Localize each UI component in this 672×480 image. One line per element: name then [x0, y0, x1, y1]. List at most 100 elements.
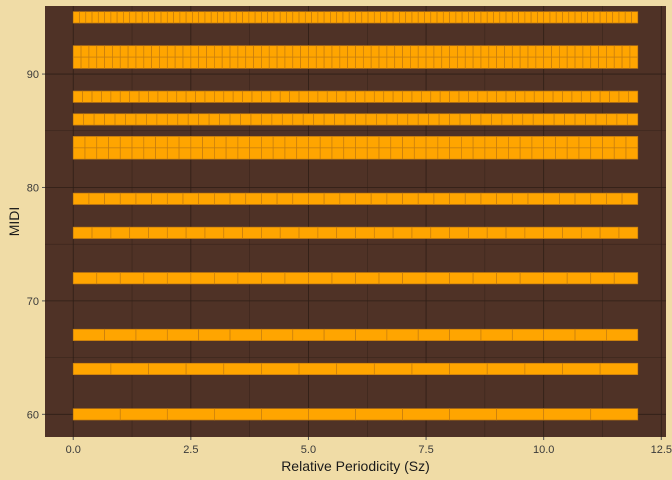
- tile: [392, 90, 403, 103]
- tile: [580, 226, 601, 239]
- tile: [249, 147, 262, 160]
- tile: [499, 11, 507, 24]
- tile: [376, 113, 388, 126]
- tile-row-midi-84: [72, 136, 639, 149]
- tile: [261, 192, 278, 205]
- tile: [261, 147, 274, 160]
- tile: [156, 113, 168, 126]
- tile: [292, 11, 300, 24]
- tile: [104, 56, 113, 69]
- tile-row-midi-60: [72, 408, 639, 421]
- tile: [424, 11, 432, 24]
- tile: [461, 136, 474, 149]
- tile: [292, 328, 325, 341]
- tile: [578, 147, 592, 160]
- tile: [143, 136, 156, 149]
- tile: [104, 113, 116, 126]
- tile: [302, 113, 315, 126]
- tile: [308, 136, 321, 149]
- tile: [110, 90, 121, 103]
- tile: [217, 11, 225, 24]
- tile: [399, 11, 407, 24]
- tile: [511, 192, 529, 205]
- tile: [261, 113, 273, 126]
- tile: [223, 11, 231, 24]
- tile: [625, 136, 639, 149]
- tile: [449, 11, 457, 24]
- tile: [296, 147, 309, 160]
- tile: [535, 56, 545, 69]
- tile: [612, 11, 620, 24]
- tile: [119, 90, 131, 103]
- tile: [543, 56, 552, 69]
- tile: [590, 56, 599, 69]
- tile: [486, 226, 507, 239]
- tile: [496, 272, 521, 285]
- tile: [166, 408, 215, 421]
- tile: [284, 147, 298, 160]
- tile: [93, 113, 105, 126]
- tile: [129, 11, 137, 24]
- tile: [342, 11, 350, 24]
- tile: [455, 11, 463, 24]
- tile: [370, 45, 380, 58]
- tile: [543, 147, 556, 160]
- tile: [308, 192, 325, 205]
- tile: [537, 11, 545, 24]
- tile: [355, 192, 372, 205]
- tile: [606, 11, 614, 24]
- tile-row-midi-79: [72, 192, 639, 205]
- tile: [355, 147, 368, 160]
- tile: [362, 45, 372, 58]
- tile: [82, 90, 93, 103]
- tile: [178, 136, 192, 149]
- tile: [392, 11, 400, 24]
- tile: [319, 136, 333, 149]
- tile: [148, 90, 159, 103]
- x-tick-label: 7.5: [418, 444, 433, 456]
- tile: [114, 113, 126, 126]
- tile: [402, 56, 411, 69]
- tile: [459, 113, 471, 126]
- tile: [166, 272, 192, 285]
- tile: [237, 147, 250, 160]
- tile: [119, 272, 145, 285]
- tile: [464, 192, 482, 205]
- tile: [214, 56, 223, 69]
- tile: [112, 45, 121, 58]
- tile: [198, 45, 207, 58]
- tile: [279, 90, 290, 103]
- tile: [511, 113, 524, 126]
- tile: [383, 90, 394, 103]
- tile: [173, 11, 181, 24]
- tile: [590, 272, 615, 285]
- tile: [530, 11, 538, 24]
- tile: [190, 147, 203, 160]
- tile: [272, 136, 286, 149]
- tile: [182, 192, 200, 205]
- tile: [441, 56, 450, 69]
- tile: [273, 11, 281, 24]
- tile: [449, 113, 461, 126]
- tile: [631, 11, 639, 24]
- tile: [524, 362, 563, 375]
- tile-row-midi-91: [72, 56, 639, 69]
- tile: [248, 11, 256, 24]
- tile: [245, 45, 254, 58]
- tile: [449, 192, 466, 205]
- tile: [355, 226, 375, 239]
- tile: [214, 408, 262, 421]
- tile-row-midi-95: [72, 11, 639, 24]
- tile: [214, 90, 225, 103]
- tile: [123, 11, 131, 24]
- tile: [347, 45, 356, 58]
- tile: [373, 226, 394, 239]
- tile: [331, 147, 345, 160]
- tile: [417, 45, 427, 58]
- tile: [300, 56, 309, 69]
- tile: [261, 11, 269, 24]
- x-tick-label: 2.5: [183, 444, 198, 456]
- tile: [235, 11, 243, 24]
- tile: [508, 136, 521, 149]
- tile: [331, 272, 356, 285]
